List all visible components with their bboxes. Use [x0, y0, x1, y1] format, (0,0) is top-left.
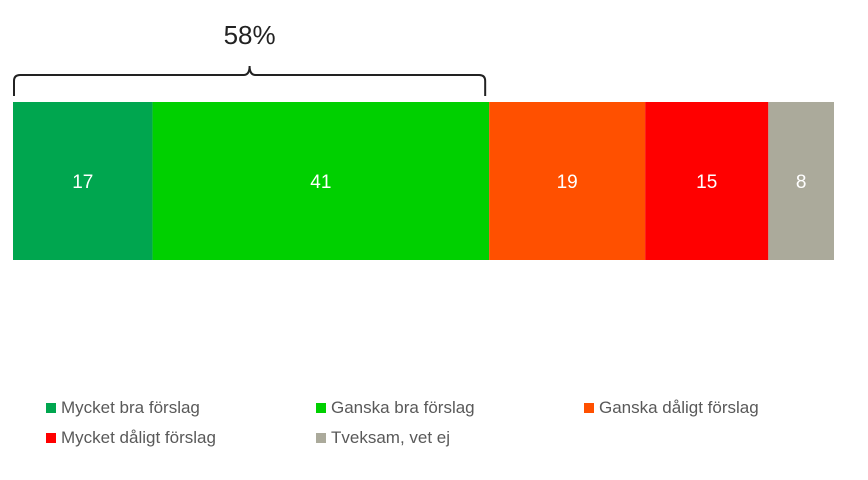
legend-swatch — [584, 403, 594, 413]
legend-label: Ganska dåligt förslag — [599, 398, 759, 417]
bracket-label: 58% — [224, 20, 276, 50]
data-label-2: 41 — [310, 172, 331, 193]
bar-segment-3 — [489, 102, 646, 260]
legend-swatch — [46, 433, 56, 443]
legend-swatch — [316, 403, 326, 413]
legend-label: Mycket dåligt förslag — [61, 428, 216, 447]
data-label-3: 19 — [557, 172, 578, 193]
legend-label: Mycket bra förslag — [61, 398, 200, 417]
segment-labels: 17 41 19 15 8 — [72, 172, 806, 193]
data-label-4: 15 — [696, 172, 717, 193]
legend-swatch — [46, 403, 56, 413]
data-label-5: 8 — [796, 172, 807, 193]
legend-swatch — [316, 433, 326, 443]
bar-segment-4 — [645, 102, 769, 260]
bar-segment-1 — [13, 102, 153, 260]
legend-item-5: Tveksam, vet ej — [316, 428, 450, 448]
legend-item-4: Mycket dåligt förslag — [46, 428, 216, 448]
legend-label: Ganska bra förslag — [331, 398, 475, 417]
bracket — [13, 65, 487, 96]
legend-item-2: Ganska bra förslag — [316, 398, 475, 418]
bracket-group: 58% — [13, 20, 487, 96]
bar-segment-2 — [152, 102, 490, 260]
data-label-1: 17 — [72, 172, 93, 193]
bar-segments — [13, 102, 834, 260]
legend-item-1: Mycket bra förslag — [46, 398, 200, 418]
legend-label: Tveksam, vet ej — [331, 428, 451, 447]
legend-item-3: Ganska dåligt förslag — [584, 398, 759, 418]
bar-segment-5 — [768, 102, 834, 260]
